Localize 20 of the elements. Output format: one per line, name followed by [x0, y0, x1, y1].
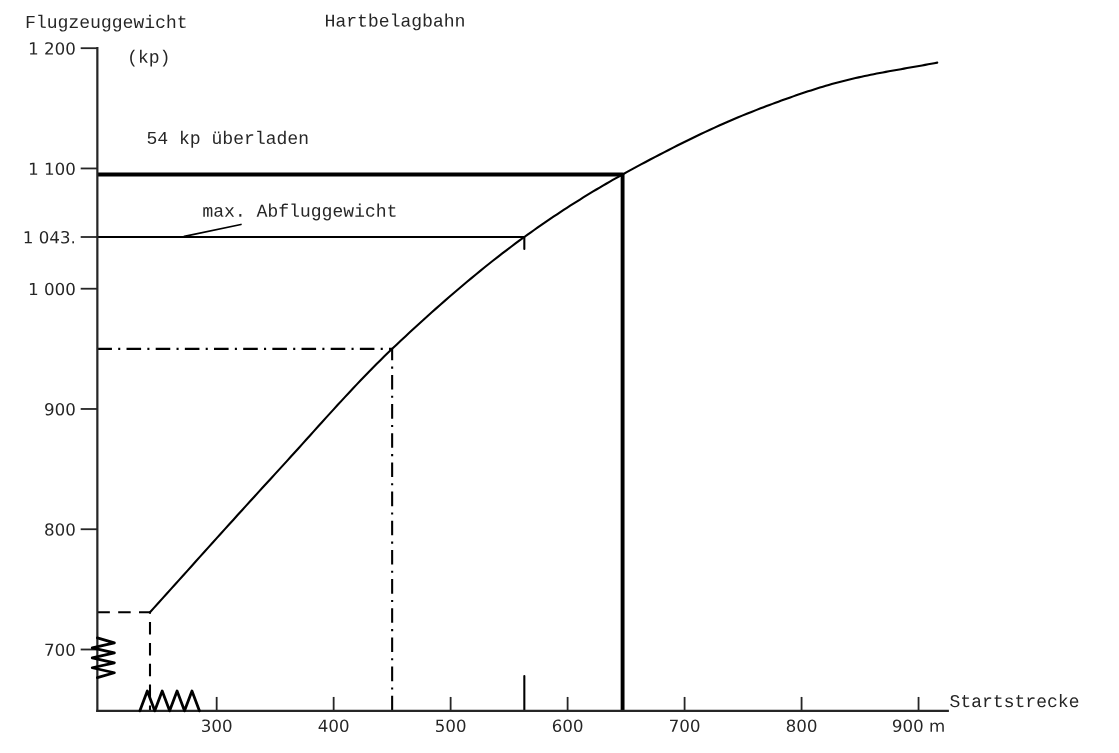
x-tick-label: 800 — [786, 719, 817, 733]
x-tick-label: 600 — [552, 719, 583, 733]
x-tick-label: 900 m — [892, 719, 944, 733]
x-tick-label: 400 — [318, 719, 349, 733]
annotation: max. Abfluggewicht — [203, 203, 396, 221]
x-tick-label: 300 — [202, 719, 232, 733]
y-tick-label: 800 — [45, 523, 75, 536]
x-axis-title: Startstrecke — [950, 694, 1079, 708]
y-axis-title: Flugzeuggewicht — [26, 14, 186, 32]
y-tick-label: 1 043. — [24, 230, 75, 244]
y-tick-label: 1 100 — [29, 162, 75, 176]
annotation: 54 kp überladen — [147, 130, 308, 148]
x-tick-label: 700 — [670, 719, 700, 733]
y-tick-label: 700 — [45, 643, 75, 657]
y-tick-label: 1 000 — [29, 282, 75, 296]
x-tick-label: 500 — [436, 719, 466, 733]
y-tick-label: 900 — [45, 402, 75, 416]
y-tick-label: 1 200 — [29, 42, 75, 55]
annotation: (kp) — [130, 49, 168, 67]
chart-title: Hartbelagbahn — [326, 13, 464, 31]
